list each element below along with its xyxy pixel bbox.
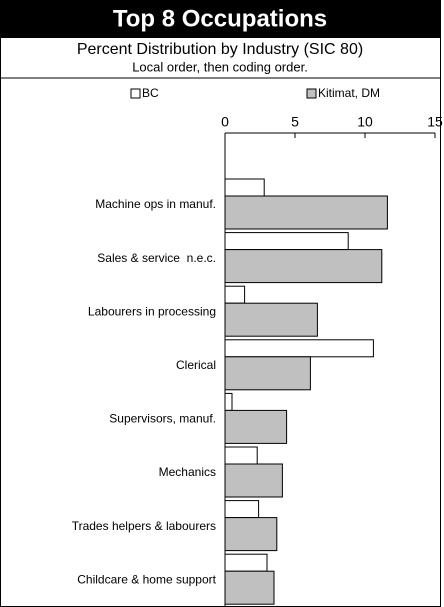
bar	[224, 409, 288, 444]
y-tick-label: Clerical	[176, 358, 216, 372]
x-tick-label: 10	[357, 114, 373, 130]
x-tick-label: 15	[427, 114, 443, 130]
bar	[224, 195, 388, 230]
title-bar	[0, 0, 441, 38]
y-tick-label: Labourers in processing	[88, 304, 216, 318]
legend-swatch	[306, 88, 317, 99]
bar	[224, 500, 260, 519]
bar	[224, 517, 278, 552]
chart-subtitle: Percent Distribution by Industry (SIC 80…	[77, 41, 363, 58]
bar	[224, 570, 275, 605]
y-tick-label: Supervisors, manuf.	[109, 412, 216, 426]
bar	[224, 302, 318, 337]
bar	[224, 285, 246, 304]
bar	[224, 249, 383, 284]
legend-label: BC	[142, 86, 159, 100]
bar	[224, 553, 268, 572]
y-tick-label: Trades helpers & labourers	[72, 519, 216, 533]
bar	[224, 339, 374, 358]
bar	[224, 392, 233, 411]
y-tick-label: Mechanics	[159, 465, 216, 479]
legend-label: Kitimat, DM	[318, 86, 380, 100]
chart-note: Local order, then coding order.	[132, 59, 308, 74]
bar	[224, 463, 283, 498]
x-tick-label: 5	[291, 114, 299, 130]
bar	[224, 232, 349, 251]
chart-title: Top 8 Occupations	[113, 5, 327, 32]
y-tick-label: Childcare & home support	[77, 572, 216, 586]
legend-swatch	[130, 88, 141, 99]
y-tick-label: Machine ops in manuf.	[95, 197, 216, 211]
x-tick-label: 0	[221, 114, 229, 130]
bar	[224, 446, 258, 465]
bar	[224, 356, 311, 391]
y-tick-label: Sales & service n.e.c.	[97, 251, 216, 265]
bar	[224, 178, 265, 197]
